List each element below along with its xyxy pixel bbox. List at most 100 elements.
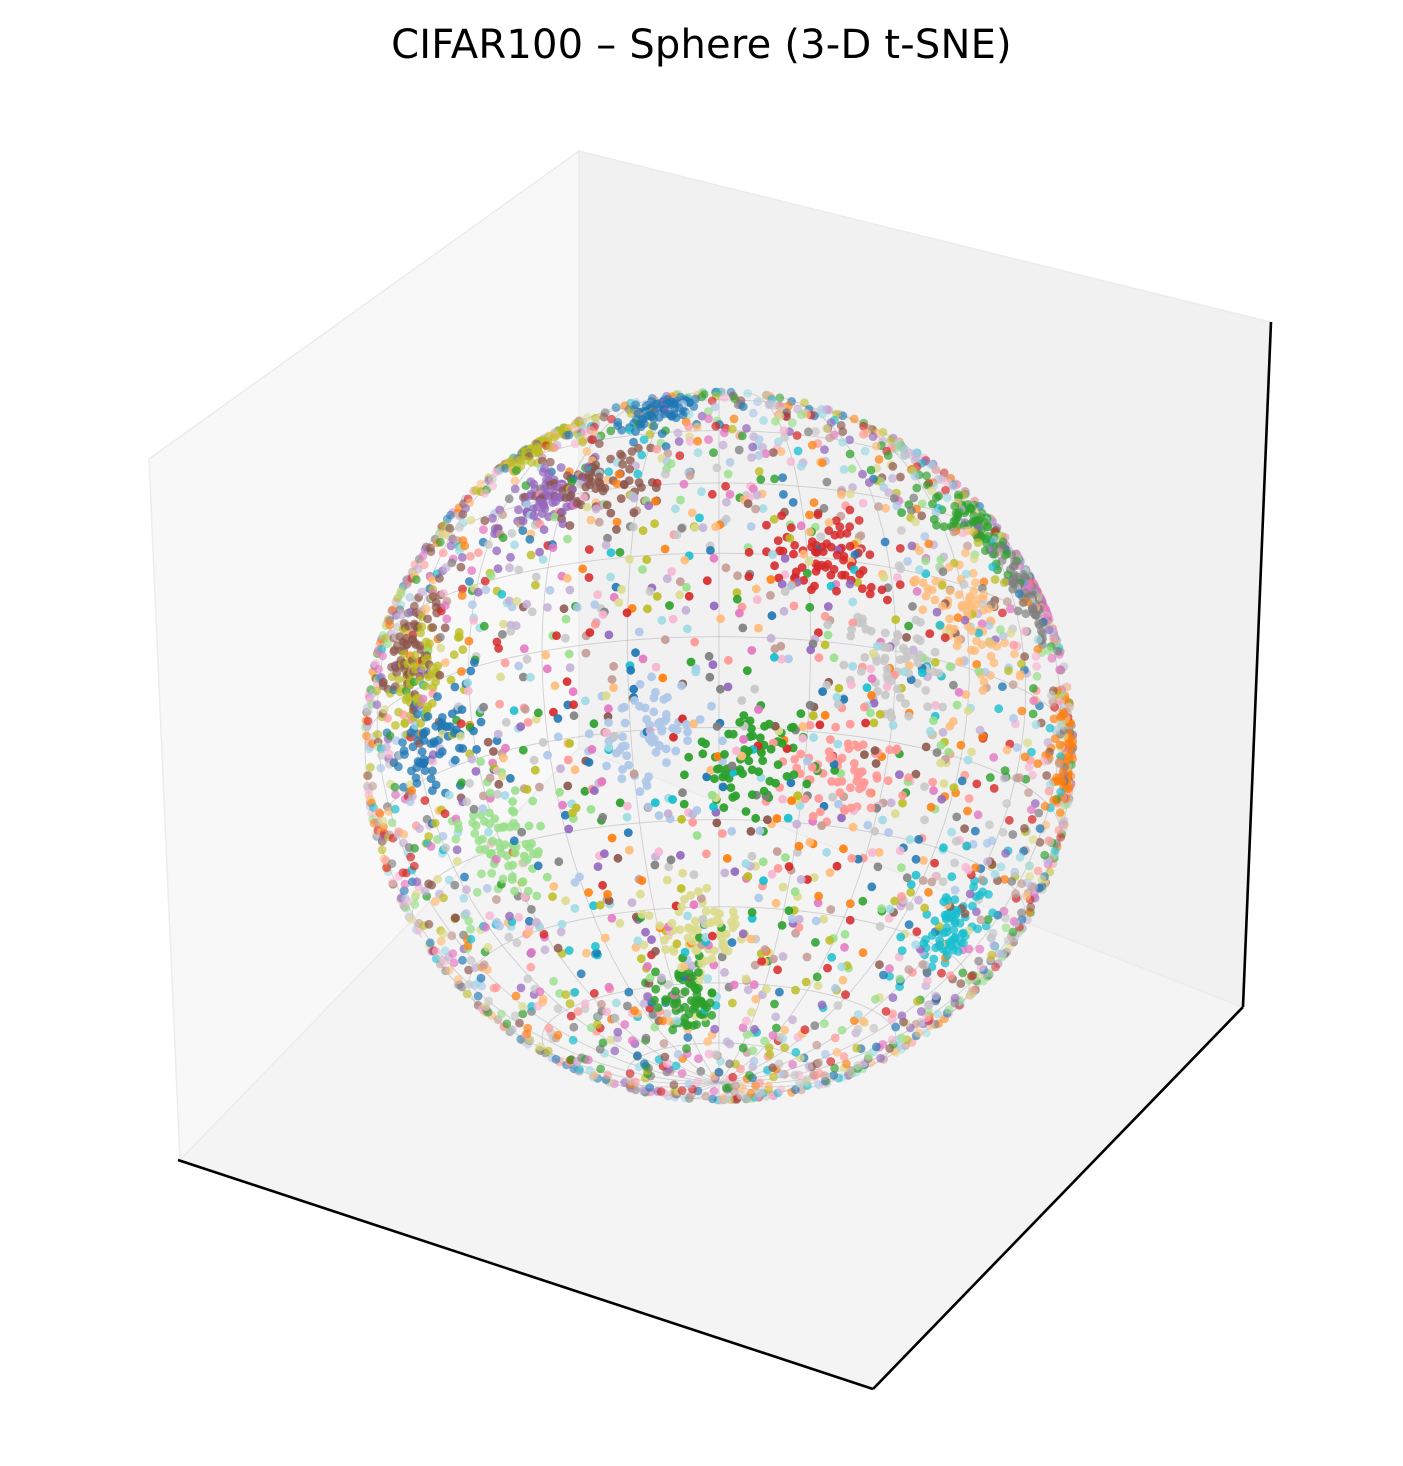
scatter-point: [888, 462, 898, 471]
scatter-point: [958, 528, 967, 538]
scatter-point: [898, 791, 907, 800]
scatter-point: [1050, 734, 1060, 743]
scatter-point: [764, 1043, 774, 1052]
scatter-point: [768, 550, 777, 559]
scatter-point: [1010, 867, 1020, 877]
scatter-point: [1020, 824, 1029, 833]
scatter-point: [660, 1052, 670, 1062]
scatter-point: [931, 465, 941, 475]
scatter-point: [672, 939, 682, 949]
scatter-point: [929, 786, 938, 796]
scatter-point: [484, 827, 493, 837]
scatter-point: [683, 736, 692, 745]
scatter-point: [922, 1013, 931, 1023]
scatter-point: [566, 1011, 576, 1021]
scatter-point: [959, 579, 969, 589]
scatter-point: [1055, 740, 1065, 750]
scatter-point: [791, 985, 800, 995]
scatter-point: [647, 935, 656, 944]
scatter-point: [467, 754, 477, 764]
scatter-point: [398, 738, 407, 747]
scatter-point: [772, 847, 782, 856]
scatter-point: [527, 839, 536, 849]
scatter-point: [679, 479, 689, 489]
scatter-point: [516, 983, 526, 993]
scatter-point: [724, 1083, 734, 1092]
scatter-point: [898, 798, 907, 808]
scatter-point: [789, 549, 798, 559]
scatter-point: [738, 929, 748, 939]
scatter-point: [846, 783, 855, 793]
scatter-point: [570, 439, 580, 448]
scatter-point: [535, 782, 544, 792]
scatter-point: [618, 459, 627, 469]
scatter-point: [423, 712, 433, 721]
scatter-point: [970, 826, 980, 836]
scatter-point: [494, 644, 503, 653]
scatter-point: [526, 672, 535, 682]
scatter-point: [760, 1036, 769, 1046]
scatter-point: [1002, 799, 1012, 808]
scatter-point: [465, 551, 475, 561]
scatter-point: [802, 779, 812, 789]
scatter-point: [536, 821, 545, 831]
scatter-point: [693, 448, 703, 457]
scatter-point: [1002, 745, 1012, 755]
scatter-point: [820, 445, 829, 454]
scatter-point: [718, 440, 728, 450]
scatter-point: [802, 952, 812, 962]
scatter-point: [726, 783, 736, 792]
scatter-point: [555, 787, 564, 797]
scatter-point: [464, 916, 474, 926]
scatter-point: [805, 700, 815, 710]
scatter-point: [522, 500, 532, 510]
scatter-point: [746, 522, 756, 531]
scatter-point: [881, 503, 890, 513]
scatter-point: [469, 804, 479, 814]
scatter-point: [886, 435, 896, 445]
scatter-point: [947, 872, 957, 882]
scatter-point: [446, 675, 456, 685]
scatter-point: [1031, 720, 1041, 730]
scatter-point: [1058, 818, 1067, 828]
scatter-point: [817, 821, 827, 830]
scatter-point: [419, 560, 429, 570]
scatter-point: [776, 1085, 786, 1095]
scatter-point: [797, 410, 806, 420]
scatter-point: [895, 544, 905, 553]
scatter-point: [428, 757, 438, 766]
scatter-point: [514, 661, 524, 671]
scatter-point: [937, 794, 947, 804]
scatter-point: [805, 837, 815, 847]
scatter-point: [807, 440, 817, 450]
scatter-point: [410, 650, 420, 660]
scatter-point: [967, 747, 976, 757]
scatter-point: [822, 847, 831, 857]
scatter-point: [1032, 662, 1041, 671]
scatter-point: [1056, 832, 1066, 842]
scatter-point: [758, 504, 768, 513]
scatter-point: [1045, 780, 1055, 789]
scatter-point: [511, 821, 521, 831]
scatter-point: [640, 703, 650, 713]
scatter-point: [508, 860, 518, 870]
scatter-point: [981, 546, 990, 556]
scatter-point: [974, 628, 983, 638]
scatter-point: [535, 1042, 545, 1051]
scatter-point: [923, 584, 933, 594]
scatter-point: [983, 857, 992, 866]
scatter-point: [826, 905, 836, 914]
scatter-point: [444, 875, 454, 885]
scatter-point: [917, 499, 927, 509]
scatter-point: [1034, 618, 1043, 628]
scatter-point: [936, 758, 945, 768]
scatter-point: [694, 1054, 703, 1064]
scatter-point: [552, 631, 561, 641]
scatter-point: [755, 1078, 765, 1088]
scatter-point: [420, 681, 430, 691]
scatter-point: [687, 996, 696, 1005]
scatter-point: [703, 1037, 712, 1046]
scatter-point: [447, 558, 457, 568]
scatter-point: [572, 603, 582, 612]
scatter-point: [392, 668, 402, 678]
